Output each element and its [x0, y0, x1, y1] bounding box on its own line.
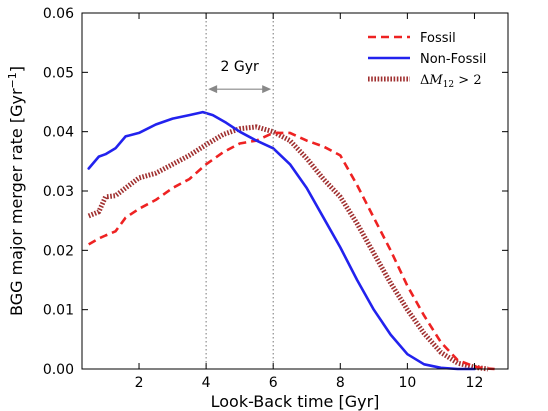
x-tick-label: 10 — [398, 375, 416, 391]
legend: Fossil Non-Fossil ΔM12 > 2 — [368, 31, 486, 90]
tick-layer: 2 4 6 8 10 12 0.00 0.01 0.02 0.03 0.04 0.05 0.06 — [43, 6, 508, 391]
annotation-arrow-head-left — [208, 85, 218, 94]
legend-label: Non-Fossil — [420, 52, 486, 67]
annotation-layer: 2 Gyr — [208, 59, 272, 94]
y-tick-label: 0.00 — [43, 362, 74, 378]
annotation-arrow-head-right — [262, 85, 272, 94]
series-layer — [87, 110, 495, 372]
y-tick-label: 0.02 — [43, 243, 74, 259]
series-line-dashed — [88, 131, 495, 371]
y-tick-label: 0.06 — [43, 6, 74, 22]
y-axis-label-main: BGG major merger rate [Gyr — [7, 88, 26, 316]
legend-label: Fossil — [420, 31, 456, 46]
legend-label: ΔM12 > 2 — [420, 73, 482, 90]
annotation-label: 2 Gyr — [221, 59, 259, 75]
y-tick-label: 0.03 — [43, 184, 74, 200]
y-tick-label: 0.04 — [43, 125, 74, 141]
x-tick-label: 2 — [135, 375, 144, 391]
y-tick-label: 0.05 — [43, 65, 74, 81]
series-line-dotted-thick — [87, 124, 489, 372]
x-tick-label: 4 — [202, 375, 211, 391]
y-axis-label-exponent: −1 — [6, 72, 19, 88]
x-axis-label: Look-Back time [Gyr] — [211, 392, 380, 411]
x-tick-label: 8 — [336, 375, 345, 391]
y-tick-label: 0.01 — [43, 303, 74, 319]
vline-layer — [205, 13, 274, 369]
y-axis-label-close: ] — [7, 66, 26, 72]
series-line-solid — [87, 110, 476, 371]
x-tick-label: 12 — [466, 375, 484, 391]
y-axis-label: BGG major merger rate [Gyr−1] — [6, 66, 27, 316]
x-tick-label: 6 — [269, 375, 278, 391]
